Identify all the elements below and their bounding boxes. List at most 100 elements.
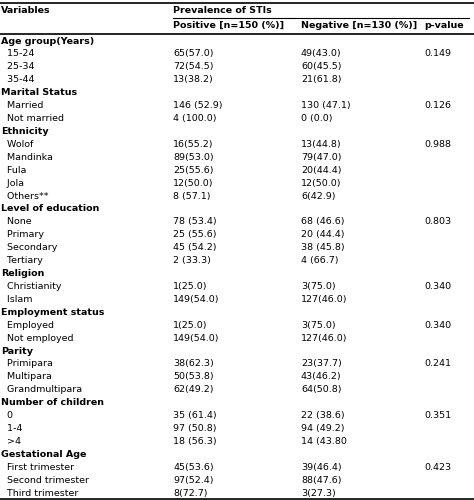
Text: 1(25.0): 1(25.0) <box>173 320 208 330</box>
Text: 23(37.7): 23(37.7) <box>301 360 342 368</box>
Text: Fula: Fula <box>1 166 27 174</box>
Text: Positive [n=150 (%)]: Positive [n=150 (%)] <box>173 22 284 30</box>
Text: 18 (56.3): 18 (56.3) <box>173 437 217 446</box>
Text: 25 (55.6): 25 (55.6) <box>173 230 217 239</box>
Text: Religion: Religion <box>1 269 45 278</box>
Text: Islam: Islam <box>1 295 32 304</box>
Text: Not married: Not married <box>1 114 64 123</box>
Text: 146 (52.9): 146 (52.9) <box>173 101 222 110</box>
Text: Secondary: Secondary <box>1 243 57 252</box>
Text: 94 (49.2): 94 (49.2) <box>301 424 345 433</box>
Text: 65(57.0): 65(57.0) <box>173 50 213 58</box>
Text: 3(75.0): 3(75.0) <box>301 282 336 291</box>
Text: 39(46.4): 39(46.4) <box>301 463 342 472</box>
Text: 62(49.2): 62(49.2) <box>173 386 213 394</box>
Text: 0.423: 0.423 <box>424 463 451 472</box>
Text: 25(55.6): 25(55.6) <box>173 166 213 174</box>
Text: Level of education: Level of education <box>1 204 100 214</box>
Text: 0.340: 0.340 <box>424 282 451 291</box>
Text: 149(54.0): 149(54.0) <box>173 334 219 342</box>
Text: 89(53.0): 89(53.0) <box>173 153 214 162</box>
Text: 8(72.7): 8(72.7) <box>173 488 208 498</box>
Text: 60(45.5): 60(45.5) <box>301 62 341 72</box>
Text: Not employed: Not employed <box>1 334 73 342</box>
Text: 38 (45.8): 38 (45.8) <box>301 243 345 252</box>
Text: 25-34: 25-34 <box>1 62 35 72</box>
Text: 1(25.0): 1(25.0) <box>173 282 208 291</box>
Text: 64(50.8): 64(50.8) <box>301 386 341 394</box>
Text: 0.241: 0.241 <box>424 360 451 368</box>
Text: First trimester: First trimester <box>1 463 74 472</box>
Text: 2 (33.3): 2 (33.3) <box>173 256 211 265</box>
Text: 16(55.2): 16(55.2) <box>173 140 213 149</box>
Text: 0.351: 0.351 <box>424 411 451 420</box>
Text: 4 (100.0): 4 (100.0) <box>173 114 217 123</box>
Text: 12(50.0): 12(50.0) <box>173 178 213 188</box>
Text: Others**: Others** <box>1 192 48 200</box>
Text: Variables: Variables <box>1 6 51 15</box>
Text: 12(50.0): 12(50.0) <box>301 178 341 188</box>
Text: Grandmultipara: Grandmultipara <box>1 386 82 394</box>
Text: Primipara: Primipara <box>1 360 53 368</box>
Text: 20(44.4): 20(44.4) <box>301 166 341 174</box>
Text: Tertiary: Tertiary <box>1 256 43 265</box>
Text: 130 (47.1): 130 (47.1) <box>301 101 351 110</box>
Text: 0.340: 0.340 <box>424 320 451 330</box>
Text: 72(54.5): 72(54.5) <box>173 62 213 72</box>
Text: 21(61.8): 21(61.8) <box>301 76 341 84</box>
Text: Employed: Employed <box>1 320 54 330</box>
Text: 0: 0 <box>1 411 13 420</box>
Text: Parity: Parity <box>1 346 33 356</box>
Text: Primary: Primary <box>1 230 44 239</box>
Text: 43(46.2): 43(46.2) <box>301 372 342 382</box>
Text: Jola: Jola <box>1 178 24 188</box>
Text: 13(38.2): 13(38.2) <box>173 76 214 84</box>
Text: Christianity: Christianity <box>1 282 62 291</box>
Text: 127(46.0): 127(46.0) <box>301 334 347 342</box>
Text: p-value: p-value <box>424 22 464 30</box>
Text: 78 (53.4): 78 (53.4) <box>173 218 217 226</box>
Text: 45(53.6): 45(53.6) <box>173 463 214 472</box>
Text: 79(47.0): 79(47.0) <box>301 153 341 162</box>
Text: 14 (43.80: 14 (43.80 <box>301 437 347 446</box>
Text: Married: Married <box>1 101 43 110</box>
Text: 0.803: 0.803 <box>424 218 451 226</box>
Text: 35-44: 35-44 <box>1 76 35 84</box>
Text: 149(54.0): 149(54.0) <box>173 295 219 304</box>
Text: 4 (66.7): 4 (66.7) <box>301 256 338 265</box>
Text: Ethnicity: Ethnicity <box>1 127 48 136</box>
Text: Age group(Years): Age group(Years) <box>1 36 94 46</box>
Text: 97 (50.8): 97 (50.8) <box>173 424 217 433</box>
Text: Employment status: Employment status <box>1 308 104 317</box>
Text: >4: >4 <box>1 437 21 446</box>
Text: 3(27.3): 3(27.3) <box>301 488 336 498</box>
Text: 50(53.8): 50(53.8) <box>173 372 214 382</box>
Text: 3(75.0): 3(75.0) <box>301 320 336 330</box>
Text: 38(62.3): 38(62.3) <box>173 360 214 368</box>
Text: 20 (44.4): 20 (44.4) <box>301 230 345 239</box>
Text: 1-4: 1-4 <box>1 424 22 433</box>
Text: 68 (46.6): 68 (46.6) <box>301 218 345 226</box>
Text: Mandinka: Mandinka <box>1 153 53 162</box>
Text: Wolof: Wolof <box>1 140 33 149</box>
Text: Prevalence of STIs: Prevalence of STIs <box>173 6 272 15</box>
Text: 49(43.0): 49(43.0) <box>301 50 342 58</box>
Text: 45 (54.2): 45 (54.2) <box>173 243 217 252</box>
Text: Negative [n=130 (%)]: Negative [n=130 (%)] <box>301 22 417 30</box>
Text: 88(47.6): 88(47.6) <box>301 476 341 485</box>
Text: 0.988: 0.988 <box>424 140 451 149</box>
Text: Third trimester: Third trimester <box>1 488 78 498</box>
Text: 0.126: 0.126 <box>424 101 451 110</box>
Text: 0.149: 0.149 <box>424 50 451 58</box>
Text: Second trimester: Second trimester <box>1 476 89 485</box>
Text: Marital Status: Marital Status <box>1 88 77 97</box>
Text: 22 (38.6): 22 (38.6) <box>301 411 345 420</box>
Text: 127(46.0): 127(46.0) <box>301 295 347 304</box>
Text: 35 (61.4): 35 (61.4) <box>173 411 217 420</box>
Text: 15-24: 15-24 <box>1 50 34 58</box>
Text: 0 (0.0): 0 (0.0) <box>301 114 332 123</box>
Text: Number of children: Number of children <box>1 398 104 407</box>
Text: Multipara: Multipara <box>1 372 52 382</box>
Text: Gestational Age: Gestational Age <box>1 450 86 459</box>
Text: 13(44.8): 13(44.8) <box>301 140 342 149</box>
